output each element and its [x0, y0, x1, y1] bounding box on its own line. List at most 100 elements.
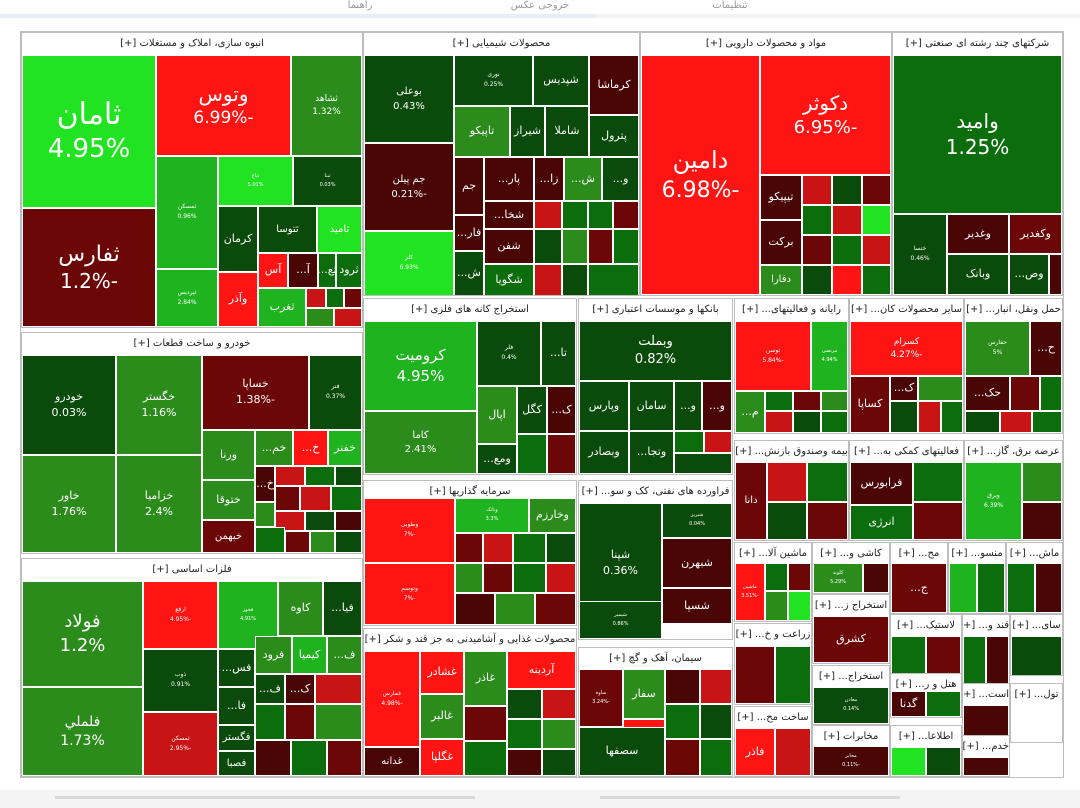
minor-symbol-tile[interactable] [613, 201, 639, 229]
sector-s12[interactable]: سرمایه گذاریها [+] وطوبی -7% وبانک 3.3% وخارز… [363, 480, 577, 626]
sector-title[interactable]: فلزات اساسی [+] [22, 559, 362, 581]
minor-symbol-tile[interactable] [891, 636, 926, 675]
symbol-tile[interactable]: سامان [629, 381, 674, 431]
sector-s13[interactable]: فراورده های نفتی، کک و سو... [+] شپنا 0.36… [578, 480, 733, 640]
symbol-tile[interactable]: ثامان 4.95% [22, 55, 156, 208]
sector-s10[interactable]: حمل ونقل، انبار... [+] حفارس 5% ح... حک... [964, 298, 1063, 434]
symbol-tile[interactable]: وامید 1.25% [893, 55, 1062, 214]
minor-symbol-tile[interactable] [495, 593, 535, 625]
minor-symbol-tile[interactable] [507, 749, 542, 776]
sector-s20[interactable]: کاشی و... [+] کلوند 5.29% [812, 542, 890, 594]
minor-symbol-tile[interactable] [890, 401, 918, 433]
minor-symbol-tile[interactable] [821, 391, 848, 411]
minor-symbol-tile[interactable] [588, 201, 613, 229]
sector-title[interactable]: قند و... [+] [963, 615, 1009, 637]
symbol-tile[interactable]: نوری 0.25% [454, 55, 533, 106]
symbol-tile[interactable]: فار... [454, 215, 484, 251]
symbol-tile[interactable]: شیراز [510, 106, 545, 157]
sector-title[interactable]: استخراج... [+] [813, 666, 889, 688]
sector-s32[interactable]: هتل و ر... [+] گدنا [890, 673, 962, 718]
sector-title[interactable]: ماشین آلا... [+] [735, 543, 811, 565]
minor-symbol-tile[interactable] [275, 486, 300, 511]
minor-symbol-tile[interactable] [306, 288, 326, 308]
sector-title[interactable]: زراعت و خ... [+] [735, 624, 811, 646]
sector-title[interactable]: هتل و ر... [+] [891, 674, 961, 696]
minor-symbol-tile[interactable] [255, 740, 291, 776]
minor-symbol-tile[interactable] [700, 704, 732, 739]
symbol-tile[interactable]: فاذر [735, 728, 775, 776]
minor-symbol-tile[interactable] [1000, 411, 1032, 433]
sector-s17[interactable]: محصولات غذایی و آشامیدنی به جز قند و شکر… [363, 628, 577, 777]
minor-symbol-tile[interactable] [926, 636, 961, 675]
minor-symbol-tile[interactable] [832, 265, 862, 295]
sector-title[interactable]: ماش... [+] [1007, 543, 1062, 565]
sector-s36[interactable]: خدم... [+] [962, 735, 1010, 777]
symbol-tile[interactable]: شبریز 0.04% [662, 503, 732, 538]
symbol-tile[interactable]: سفار [623, 669, 665, 719]
symbol-tile[interactable]: ساوه -3.24% [579, 669, 623, 727]
sector-s7[interactable]: بانکها و موسسات اعتباری [+] وبملت 0.82% وپا… [578, 298, 733, 475]
minor-symbol-tile[interactable] [455, 533, 483, 563]
symbol-tile[interactable]: کسرام -4.27% [850, 321, 963, 376]
tab-help[interactable]: راهنما [347, 0, 373, 11]
sector-title[interactable]: است... [+] [963, 684, 1009, 706]
sector-s23[interactable]: ماش... [+] [1006, 542, 1063, 614]
sector-title[interactable]: انبوه سازی، املاک و مستغلات [+] [22, 33, 362, 55]
symbol-tile[interactable]: وتوسم -7% [364, 563, 455, 625]
symbol-tile[interactable]: اپال [477, 386, 517, 444]
symbol-tile[interactable]: کگل [517, 386, 547, 434]
symbol-tile[interactable]: ختوقا [202, 480, 255, 520]
symbol-tile[interactable]: و... [674, 381, 702, 431]
symbol-tile[interactable]: ماشین -3.51% [735, 563, 765, 621]
symbol-tile[interactable]: دانا [735, 462, 767, 540]
minor-symbol-tile[interactable] [926, 747, 961, 776]
minor-symbol-tile[interactable] [255, 704, 285, 740]
minor-symbol-tile[interactable] [802, 235, 832, 265]
minor-symbol-tile[interactable] [700, 739, 732, 776]
minor-symbol-tile[interactable] [941, 401, 963, 433]
minor-symbol-tile[interactable] [665, 739, 700, 776]
symbol-tile[interactable]: کرماشا [589, 55, 639, 115]
symbol-tile[interactable]: تیپیکو [760, 175, 802, 220]
symbol-tile[interactable]: کرومیت 4.95% [364, 321, 477, 411]
minor-symbol-tile[interactable] [542, 689, 576, 719]
sector-title[interactable]: مواد و محصولات دارویی [+] [641, 33, 891, 55]
symbol-tile[interactable]: شپدیس [533, 55, 589, 106]
sector-title[interactable]: سرمایه گذاریها [+] [364, 481, 576, 503]
sector-title[interactable]: فراورده های نفتی، کک و سو... [+] [579, 481, 732, 503]
symbol-tile[interactable]: شاملا [545, 106, 589, 157]
minor-symbol-tile[interactable] [913, 502, 963, 540]
symbol-tile[interactable]: وآذر [218, 272, 258, 327]
sector-s6[interactable]: استخراج کانه های فلزی [+] کرومیت 4.95% فلر 0… [363, 298, 577, 475]
symbol-tile[interactable]: ثع... [318, 253, 336, 288]
symbol-tile[interactable]: غمارس -4.98% [364, 651, 420, 747]
minor-symbol-tile[interactable] [315, 674, 362, 704]
minor-symbol-tile[interactable] [1022, 502, 1062, 540]
symbol-tile[interactable]: جم [454, 157, 484, 215]
minor-symbol-tile[interactable] [1049, 254, 1062, 295]
minor-symbol-tile[interactable] [775, 728, 811, 776]
minor-symbol-tile[interactable] [913, 462, 963, 502]
symbol-tile[interactable]: خفنر [328, 430, 362, 466]
symbol-tile[interactable]: ثرود [336, 253, 362, 288]
symbol-tile[interactable]: فولاد 1.2% [22, 581, 143, 687]
symbol-tile[interactable]: خزامیا 2.4% [116, 455, 202, 553]
minor-symbol-tile[interactable] [832, 175, 862, 205]
symbol-tile[interactable]: خ... [255, 466, 275, 502]
minor-symbol-tile[interactable] [765, 591, 788, 621]
symbol-tile[interactable]: حک... [965, 376, 1010, 411]
symbol-tile[interactable]: برکت [760, 220, 802, 265]
symbol-tile[interactable]: تا... [541, 321, 576, 386]
minor-symbol-tile[interactable] [588, 264, 639, 295]
symbol-tile[interactable]: کاما 2.41% [364, 411, 477, 474]
symbol-tile[interactable]: فصبا [218, 751, 255, 776]
symbol-tile[interactable]: غگلپا [420, 739, 464, 776]
minor-symbol-tile[interactable] [513, 533, 546, 563]
minor-symbol-tile[interactable] [275, 511, 305, 531]
symbol-tile[interactable]: کیمیا [292, 636, 327, 674]
symbol-tile[interactable]: غالبر [420, 694, 464, 739]
minor-symbol-tile[interactable] [767, 462, 807, 502]
symbol-tile[interactable]: شگویا [484, 264, 534, 295]
sector-title[interactable]: سایر محصولات کان... [+] [850, 299, 963, 321]
minor-symbol-tile[interactable] [483, 563, 513, 593]
